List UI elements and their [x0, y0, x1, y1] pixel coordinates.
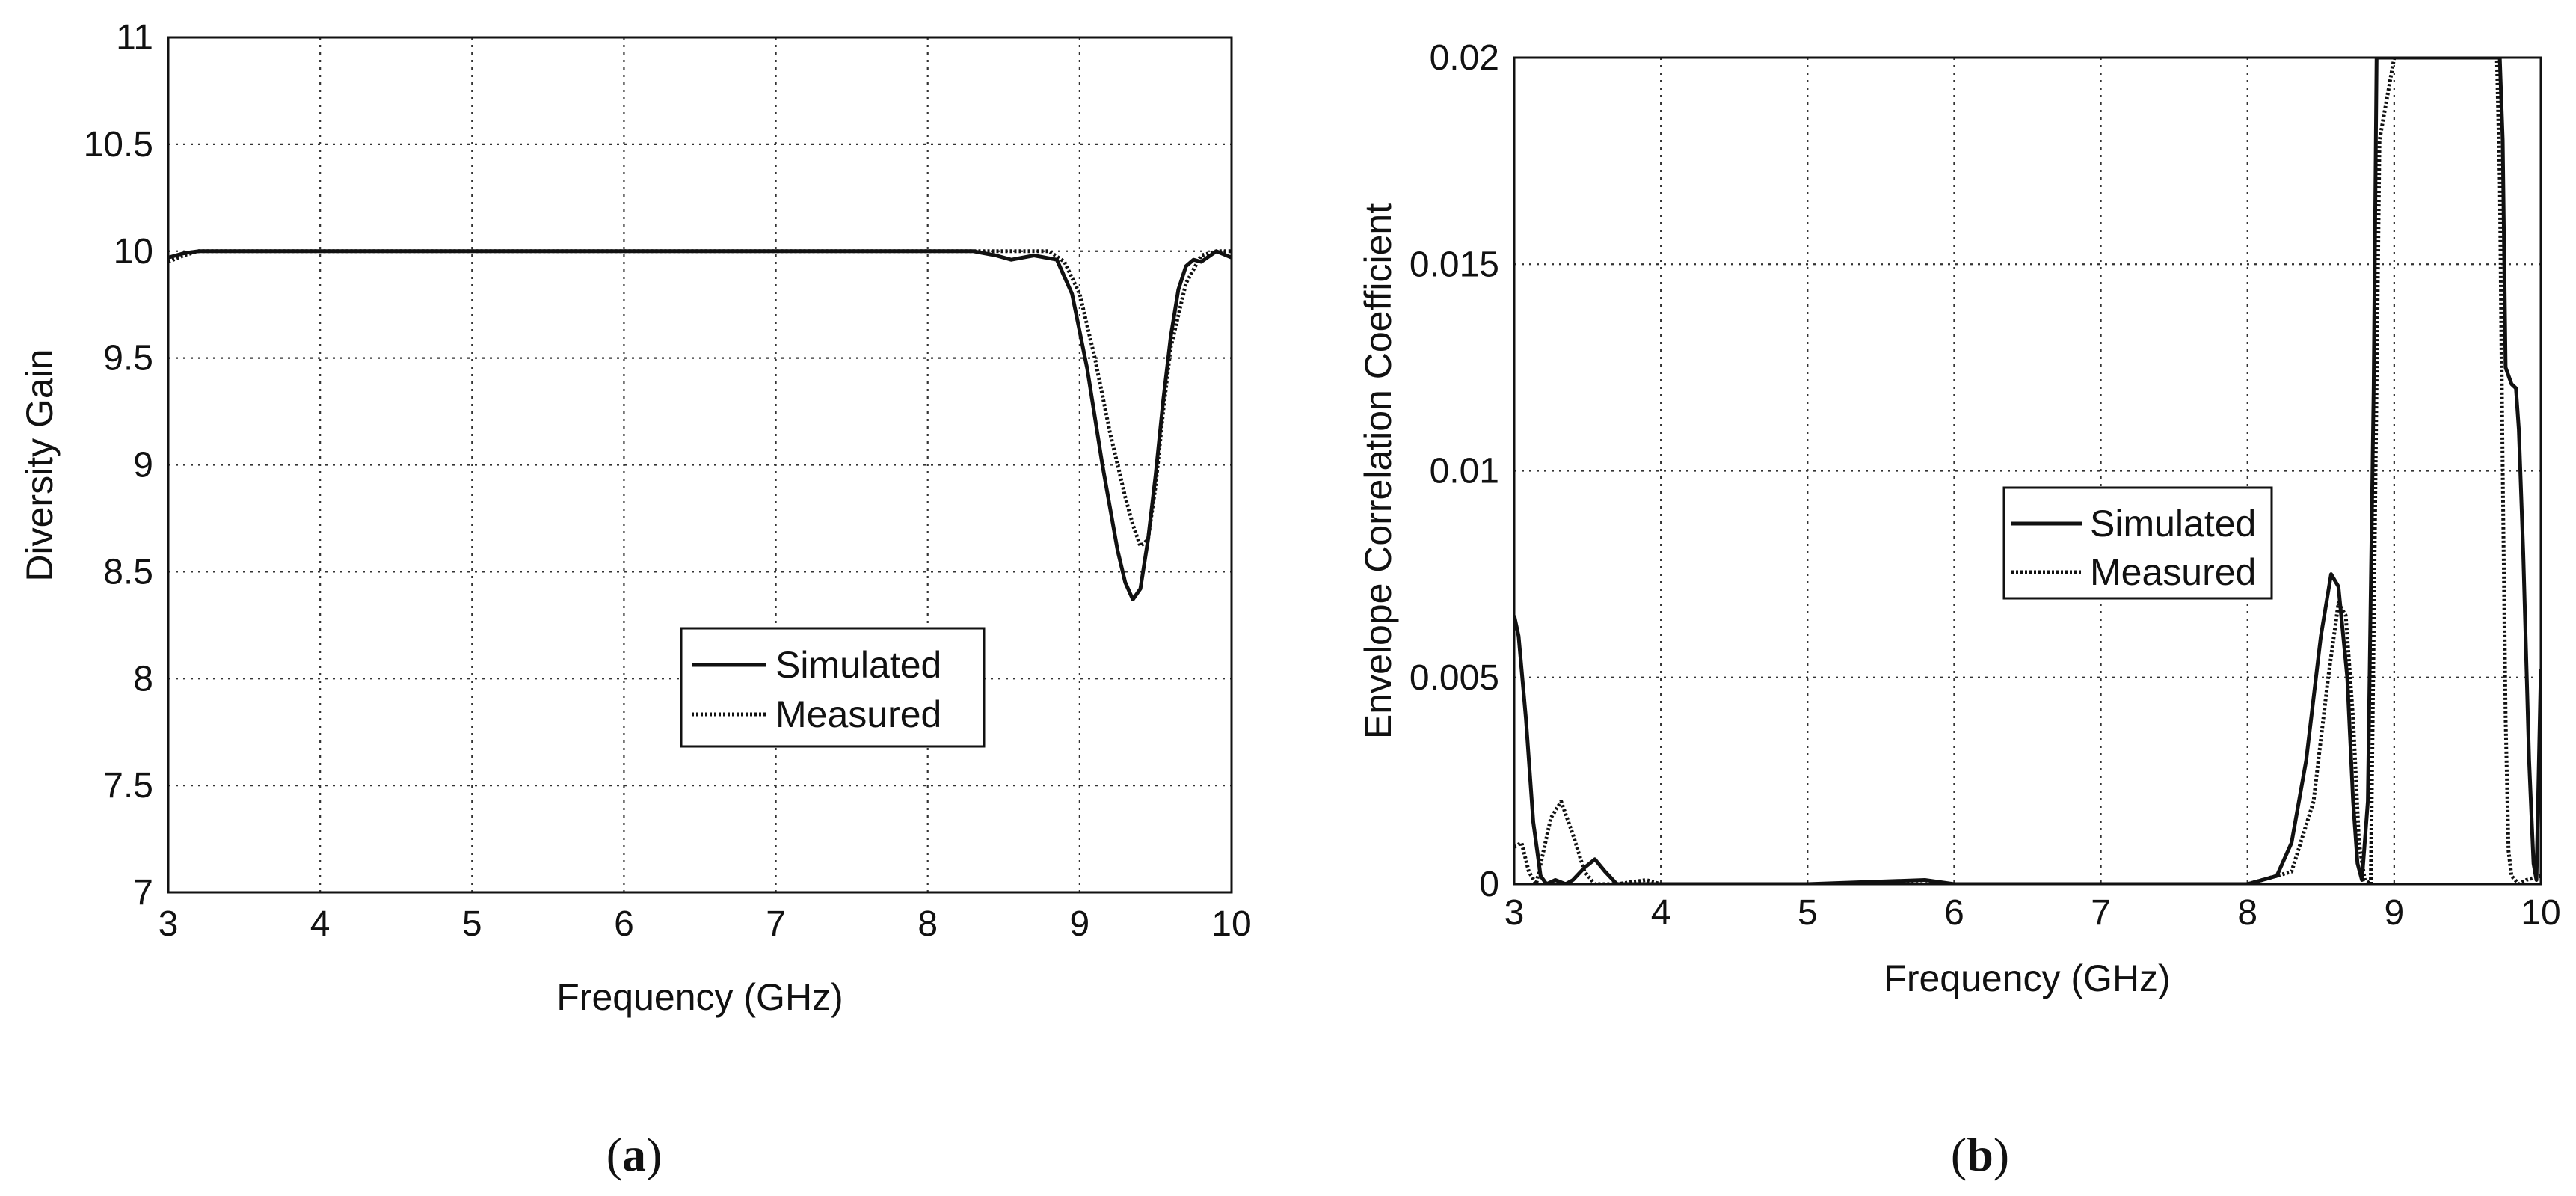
panel-a-x-axis-label: Frequency (GHz)	[556, 976, 843, 1018]
panel-a-series	[168, 249, 1232, 601]
panel-a-y-tick-label: 7	[133, 873, 153, 913]
panel-b-legend: Simulated Measured	[2002, 486, 2273, 600]
panel-b-legend-label-measured: Measured	[2090, 551, 2256, 593]
panel-a: 3 4 5 6 7 8 9 10 7 7.5 8 8.5 9 9.5 10 10.5 11 Frequency…	[19, 18, 1252, 1181]
panel-b-grid	[1514, 58, 2541, 884]
panel-b-series	[1514, 58, 2541, 884]
panel-b-y-tick-label: 0.02	[1430, 38, 1499, 78]
panel-b-y-tick-label: 0.015	[1410, 245, 1499, 284]
panel-a-x-tick-label: 5	[462, 904, 482, 944]
panel-b-legend-box	[2002, 486, 2273, 600]
panel-a-x-tick-label: 6	[614, 904, 634, 944]
panel-a-x-ticks: 3 4 5 6 7 8 9 10	[159, 904, 1252, 944]
panel-a-x-tick-label: 7	[766, 904, 786, 944]
panel-a-legend-label-simulated: Simulated	[775, 644, 941, 686]
panel-a-y-tick-label: 7.5	[103, 766, 153, 806]
panel-a-x-tick-label: 9	[1070, 904, 1090, 944]
panel-a-x-tick-label: 4	[310, 904, 331, 944]
panel-a-series-simulated	[168, 249, 1232, 601]
panel-b-x-tick-label: 6	[1944, 893, 1964, 933]
panel-a-y-tick-label: 10	[114, 232, 153, 272]
panel-a-x-tick-label: 8	[917, 904, 938, 944]
panel-a-y-tick-label: 9	[133, 446, 153, 485]
panel-b-series-simulated	[1514, 58, 2541, 884]
panel-b-x-tick-label: 10	[2521, 893, 2560, 933]
panel-b-x-ticks: 3 4 5 6 7 8 9 10	[1504, 893, 2561, 933]
panel-b-y-tick-label: 0	[1479, 865, 1499, 904]
panel-a-series-measured	[168, 249, 1232, 548]
panel-a-caption: (a)	[606, 1128, 663, 1181]
panel-a-caption-letter: a	[622, 1128, 646, 1181]
panel-a-grid	[168, 37, 1232, 892]
panel-a-x-tick-label: 10	[1211, 904, 1251, 944]
panel-a-y-axis-label: Diversity Gain	[19, 349, 61, 581]
panel-b-x-tick-label: 4	[1651, 893, 1671, 933]
panel-a-y-tick-label: 9.5	[103, 339, 153, 378]
panel-b-caption: (b)	[1951, 1128, 2009, 1181]
panel-a-y-tick-label: 10.5	[84, 125, 153, 165]
panel-a-y-ticks: 7 7.5 8 8.5 9 9.5 10 10.5 11	[84, 18, 153, 913]
panel-b-y-axis-label: Envelope Correlation Coefficient	[1357, 203, 1399, 739]
panel-b-y-ticks: 0 0.005 0.01 0.015 0.02	[1410, 38, 1499, 904]
panel-a-x-tick-label: 3	[159, 904, 179, 944]
panel-a-legend: Simulated Measured	[680, 627, 986, 748]
panel-a-y-tick-label: 8	[133, 659, 153, 699]
panel-b-y-tick-label: 0.01	[1430, 452, 1499, 491]
panel-b-x-tick-label: 9	[2385, 893, 2405, 933]
panel-b-x-tick-label: 3	[1504, 893, 1525, 933]
panel-b-legend-label-simulated: Simulated	[2090, 503, 2256, 545]
panel-b-y-tick-label: 0.005	[1410, 658, 1499, 698]
panel-b-x-tick-label: 7	[2091, 893, 2111, 933]
panel-b: 3 4 5 6 7 8 9 10 0 0.005 0.01 0.015 0.02 Frequency …	[1357, 38, 2561, 1181]
panel-b-x-tick-label: 5	[1798, 893, 1818, 933]
panel-a-legend-label-measured: Measured	[775, 693, 941, 735]
panel-a-axes-frame	[167, 36, 1233, 894]
panel-a-legend-box	[680, 627, 986, 748]
panel-b-caption-letter: b	[1967, 1128, 1994, 1181]
panel-b-series-measured	[1514, 58, 2541, 884]
panel-b-axes-frame	[1513, 56, 2542, 886]
panel-b-x-axis-label: Frequency (GHz)	[1884, 957, 2170, 999]
panel-a-y-tick-label: 11	[116, 18, 153, 58]
panel-b-x-tick-label: 8	[2237, 893, 2257, 933]
panel-a-y-tick-label: 8.5	[103, 552, 153, 592]
